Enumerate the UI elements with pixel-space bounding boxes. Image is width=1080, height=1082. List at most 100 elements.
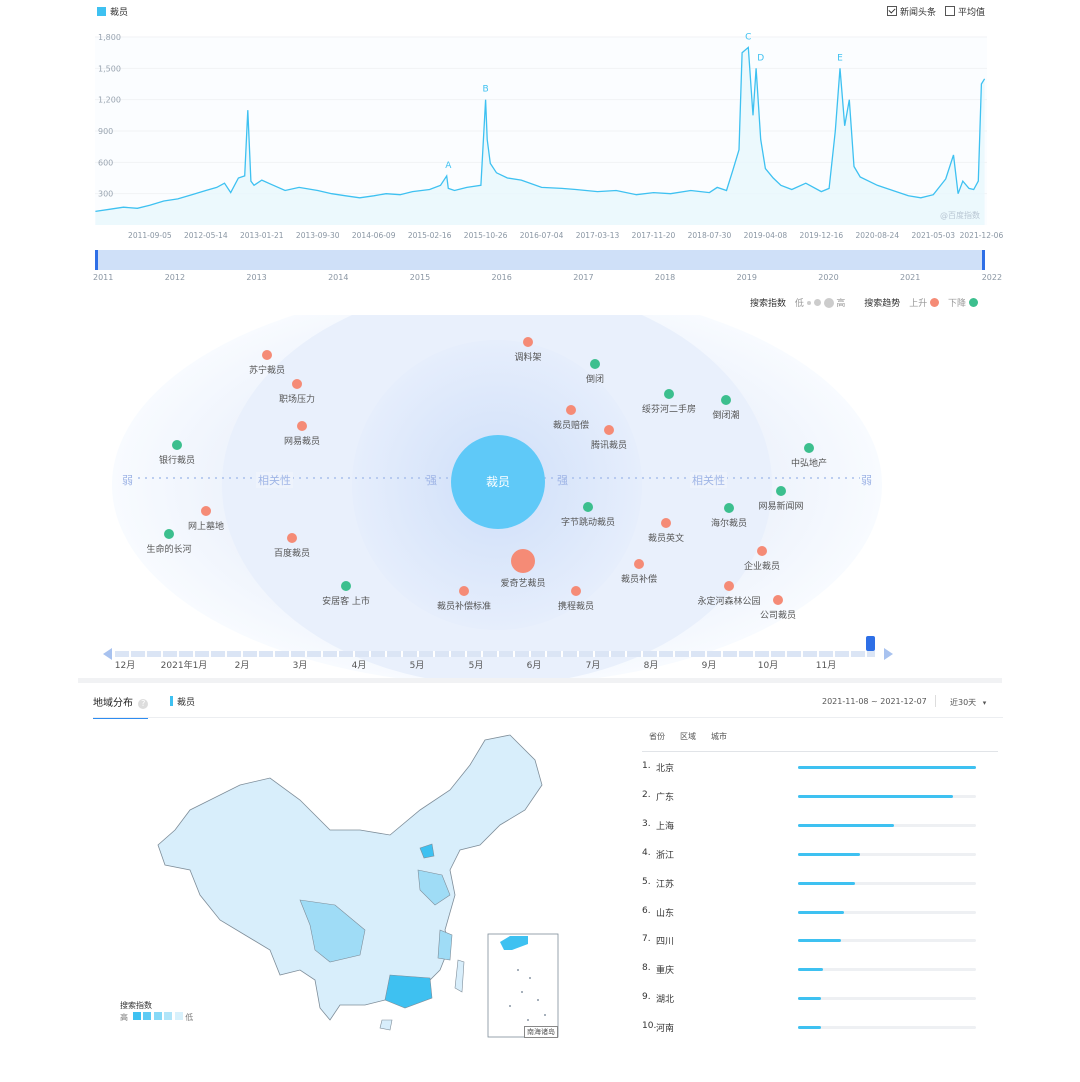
tab-province[interactable]: 省份 — [649, 732, 665, 741]
ranking-row[interactable]: 1. 北京 — [642, 759, 982, 779]
timeline-month[interactable]: 3月 — [292, 661, 308, 671]
help-icon[interactable]: ? — [138, 699, 149, 709]
timeline-month[interactable]: 5月 — [409, 661, 425, 671]
bubble-dot[interactable] — [523, 337, 533, 347]
bubble-label[interactable]: 中弘地产 — [790, 459, 827, 469]
bubble-dot[interactable] — [292, 379, 302, 389]
timeline-month[interactable]: 10月 — [757, 661, 779, 671]
bubble-dot[interactable] — [634, 559, 644, 569]
period-select[interactable]: 近30天 ▾ — [950, 697, 986, 708]
bubble-label[interactable]: 苏宁裁员 — [248, 366, 285, 376]
ranking-row[interactable]: 4. 浙江 — [642, 846, 982, 866]
bubble-dot[interactable] — [172, 440, 182, 450]
bubble-label[interactable]: 裁员赔偿 — [552, 421, 589, 431]
tab-region[interactable]: 地域分布 ? — [93, 694, 149, 719]
timeline-month[interactable]: 2月 — [234, 661, 250, 671]
timeline-month[interactable]: 4月 — [351, 661, 367, 671]
bubble-label[interactable]: 腾讯裁员 — [590, 441, 627, 451]
bubble-label[interactable]: 公司裁员 — [759, 611, 796, 621]
beijing-region[interactable] — [419, 843, 435, 859]
timeline-month[interactable]: 6月 — [526, 661, 542, 671]
bubble-label[interactable]: 裁员英文 — [647, 534, 684, 544]
timeline-month[interactable]: 8月 — [643, 661, 659, 671]
bubble-dot[interactable] — [164, 529, 174, 539]
bubble-dot[interactable] — [201, 506, 211, 516]
bubble-dot[interactable] — [297, 421, 307, 431]
bubble-label[interactable]: 百度裁员 — [273, 549, 310, 559]
china-mainland[interactable] — [157, 734, 543, 1021]
bubble-dot[interactable] — [590, 359, 600, 369]
range-handle-right[interactable] — [982, 250, 985, 270]
bubble-label[interactable]: 绥芬河二手房 — [641, 405, 696, 415]
trend-legend[interactable]: 裁员 — [97, 5, 128, 18]
guangdong-region[interactable] — [384, 974, 433, 1009]
bubble-label[interactable]: 网上墓地 — [187, 522, 224, 532]
hainan-region[interactable] — [379, 1019, 393, 1031]
timeline-month[interactable]: 9月 — [701, 661, 717, 671]
timeline-month[interactable]: 7月 — [585, 661, 601, 671]
bubble-dot[interactable] — [571, 586, 581, 596]
bubble-dot[interactable] — [511, 549, 535, 573]
ranking-row[interactable]: 8. 重庆 — [642, 961, 982, 981]
news-marker-E[interactable]: E — [837, 53, 843, 63]
bubble-dot[interactable] — [773, 595, 783, 605]
timeline-month[interactable]: 2021年1月 — [160, 661, 208, 671]
timeline-month[interactable]: 5月 — [468, 661, 484, 671]
news-marker-B[interactable]: B — [483, 85, 489, 95]
timeline-track[interactable] — [115, 651, 875, 657]
bubble-dot[interactable] — [262, 350, 272, 360]
bubble-label[interactable]: 裁员补偿标准 — [436, 602, 491, 612]
timeline-month[interactable]: 12月 — [114, 661, 136, 671]
taiwan-region[interactable] — [454, 959, 465, 993]
bubble-label[interactable]: 网易裁员 — [283, 437, 320, 447]
ranking-row[interactable]: 2. 广东 — [642, 788, 982, 808]
zhejiang-region[interactable] — [437, 929, 453, 961]
checkbox-unchecked-icon[interactable] — [945, 6, 955, 16]
bubble-label[interactable]: 安居客 上市 — [322, 597, 370, 607]
bubble-label[interactable]: 生命的长河 — [146, 545, 192, 555]
ranking-row[interactable]: 3. 上海 — [642, 817, 982, 837]
timeline-handle[interactable] — [866, 636, 875, 651]
timeline-prev-icon[interactable] — [103, 648, 112, 660]
bubble-dot[interactable] — [583, 502, 593, 512]
bubble-label[interactable]: 银行裁员 — [158, 456, 195, 466]
bubble-dot[interactable] — [661, 518, 671, 528]
bubble-dot[interactable] — [287, 533, 297, 543]
bubble-dot[interactable] — [757, 546, 767, 556]
checkbox-checked-icon[interactable] — [887, 6, 897, 16]
ranking-row[interactable]: 9. 湖北 — [642, 990, 982, 1010]
bubble-dot[interactable] — [721, 395, 731, 405]
news-marker-D[interactable]: D — [757, 53, 764, 63]
range-handle-left[interactable] — [95, 250, 98, 270]
series-line[interactable] — [95, 46, 986, 213]
timeline-next-icon[interactable] — [884, 648, 893, 660]
tab-city[interactable]: 城市 — [711, 732, 727, 741]
sichuan-region[interactable] — [299, 899, 366, 963]
timeline-month[interactable]: 11月 — [815, 661, 837, 671]
bubble-dot[interactable] — [604, 425, 614, 435]
bubble-label[interactable]: 裁员补偿 — [620, 575, 657, 585]
center-keyword-bubble[interactable]: 裁员 — [451, 435, 545, 529]
news-headline-option[interactable]: 新闻头条 — [887, 5, 936, 18]
bubble-dot[interactable] — [776, 486, 786, 496]
bubble-dot[interactable] — [341, 581, 351, 591]
ranking-row[interactable]: 10. 河南 — [642, 1019, 982, 1039]
bubble-label[interactable]: 企业裁员 — [743, 562, 780, 572]
bubble-label[interactable]: 海尔裁员 — [710, 519, 747, 529]
bubble-label[interactable]: 字节跳动裁员 — [560, 518, 615, 528]
bubble-label[interactable]: 调料架 — [514, 353, 542, 363]
ranking-row[interactable]: 7. 四川 — [642, 932, 982, 952]
tab-area[interactable]: 区域 — [680, 732, 696, 741]
ranking-row[interactable]: 6. 山东 — [642, 904, 982, 924]
ranking-row[interactable]: 5. 江苏 — [642, 875, 982, 895]
shandong-region[interactable] — [417, 869, 451, 906]
bubble-label[interactable]: 网易新闻网 — [758, 502, 804, 512]
bubble-label[interactable]: 携程裁员 — [557, 602, 594, 612]
bubble-dot[interactable] — [724, 581, 734, 591]
bubble-label[interactable]: 倒闭潮 — [712, 411, 740, 421]
bubble-label[interactable]: 爱奇艺裁员 — [500, 579, 546, 589]
news-marker-C[interactable]: C — [745, 32, 751, 42]
news-marker-A[interactable]: A — [445, 161, 452, 171]
bubble-dot[interactable] — [459, 586, 469, 596]
bubble-label[interactable]: 职场压力 — [278, 395, 315, 405]
